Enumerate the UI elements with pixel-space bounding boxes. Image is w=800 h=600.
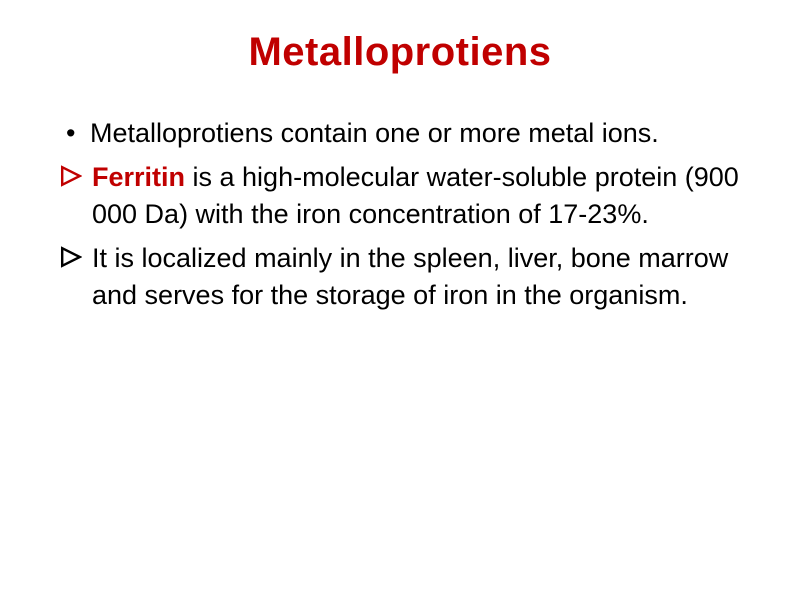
slide-title: Metalloprotiens — [60, 30, 740, 75]
bullet-item: Ferritin is a high-molecular water-solub… — [60, 159, 740, 232]
slide-content: • Metalloprotiens contain one or more me… — [60, 115, 740, 313]
slide-container: Metalloprotiens • Metalloprotiens contai… — [0, 0, 800, 600]
bullet-text: It is localized mainly in the spleen, li… — [92, 240, 740, 313]
bullet-text: Ferritin is a high-molecular water-solub… — [92, 159, 740, 232]
arrow-icon — [60, 159, 92, 232]
arrow-icon — [60, 240, 92, 313]
bullet-dot-icon: • — [60, 115, 90, 151]
bullet-text: Metalloprotiens contain one or more meta… — [90, 115, 740, 151]
ferritin-label: Ferritin — [92, 162, 193, 192]
bullet-item: • Metalloprotiens contain one or more me… — [60, 115, 740, 151]
bullet-item: It is localized mainly in the spleen, li… — [60, 240, 740, 313]
